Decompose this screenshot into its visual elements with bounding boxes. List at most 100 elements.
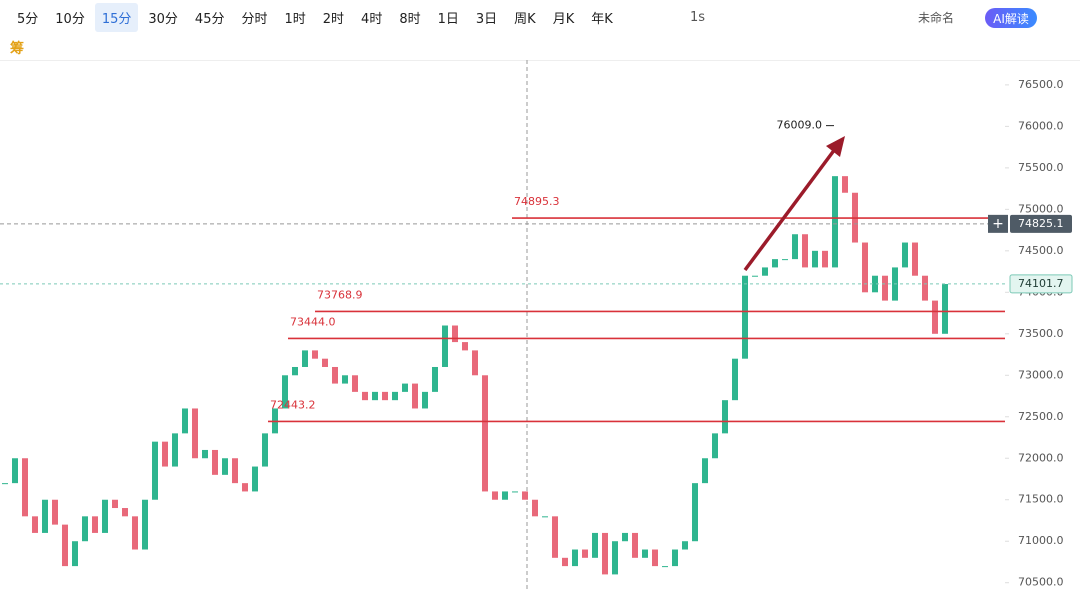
candle (352, 375, 358, 392)
candle (532, 499, 538, 517)
candle (172, 433, 178, 467)
candle (662, 566, 668, 568)
candle (472, 350, 478, 376)
candle (492, 491, 498, 500)
ai-button[interactable]: AI解读 (985, 8, 1037, 28)
interval-tab[interactable]: 45分 (194, 11, 225, 27)
plus-box (988, 214, 1008, 233)
candle (122, 508, 128, 517)
candle (572, 549, 578, 567)
interval-tab[interactable]: 30分 (148, 11, 178, 27)
y-tick-label: 72000.0 (1018, 451, 1064, 464)
interval-tab[interactable]: 4时 (361, 11, 383, 27)
candle (882, 275, 888, 301)
candle (642, 549, 648, 558)
candle (282, 375, 288, 409)
candle (602, 532, 608, 575)
candle (592, 532, 598, 558)
interval-tab[interactable]: 15分 (94, 2, 139, 32)
candle (842, 176, 848, 193)
chip-icon[interactable]: 筹 (10, 41, 24, 57)
interval-tab[interactable]: 5分 (17, 11, 39, 27)
candle (142, 499, 148, 550)
candle (692, 483, 698, 542)
candle (2, 483, 8, 485)
interval-tab[interactable]: 2时 (322, 11, 345, 27)
y-tick-label: 71500.0 (1018, 493, 1064, 506)
high-label: 76009.0 (777, 119, 823, 132)
interval-tab[interactable]: 月K (552, 11, 575, 27)
level-label: 73768.9 (317, 288, 363, 301)
interval-tab[interactable]: 1日 (437, 11, 459, 27)
candle (632, 532, 638, 558)
candle (442, 325, 448, 367)
candle (822, 250, 828, 268)
candle (792, 234, 798, 260)
level-label: 74895.3 (514, 195, 560, 208)
candle (222, 458, 228, 475)
candle (542, 516, 548, 518)
candle (382, 391, 388, 401)
interval-tab[interactable]: 分时 (241, 11, 268, 27)
candle (582, 549, 588, 558)
candle (202, 449, 208, 459)
candle (782, 259, 788, 261)
candle (62, 524, 68, 567)
candle (742, 275, 748, 359)
candle (802, 234, 808, 268)
arrow-head (826, 136, 845, 157)
y-tick-label: 74500.0 (1018, 244, 1064, 257)
y-tick-label: 73000.0 (1018, 368, 1064, 381)
candle (462, 342, 468, 351)
candle (872, 275, 878, 293)
interval-tab[interactable]: 10分 (55, 11, 85, 27)
y-tick-label: 75000.0 (1018, 202, 1064, 215)
candle (702, 458, 708, 484)
interval-tab[interactable]: 1时 (284, 11, 306, 27)
candle (332, 366, 338, 384)
candle (622, 532, 628, 542)
candle (302, 350, 308, 367)
candle (52, 499, 58, 525)
price-box (1010, 214, 1072, 233)
candle (922, 275, 928, 301)
interval-tab[interactable]: 8时 (399, 11, 421, 27)
candle (112, 499, 118, 509)
candle (212, 449, 218, 475)
candle (432, 366, 438, 392)
candle (512, 491, 518, 493)
candle (162, 441, 168, 467)
candle (362, 391, 368, 401)
last-price: 74101.7 (1018, 277, 1064, 290)
candle (392, 391, 398, 401)
candle (612, 541, 618, 575)
crosshair-price: 74825.1 (1018, 217, 1064, 230)
candle (562, 557, 568, 567)
candle (32, 516, 38, 533)
interval-tab[interactable]: 年K (591, 11, 613, 27)
candle (82, 516, 88, 542)
y-tick-label: 70500.0 (1018, 576, 1064, 589)
level-label: 73444.0 (290, 315, 336, 328)
interval-tab[interactable]: 周K (514, 11, 536, 27)
y-tick-label: 76500.0 (1018, 78, 1064, 91)
candle (422, 391, 428, 409)
interval-tab[interactable]: 3日 (475, 11, 498, 27)
candle (752, 275, 758, 277)
candle (102, 499, 108, 533)
candle (812, 250, 818, 268)
layout-name[interactable]: 未命名 (918, 10, 955, 25)
candle (732, 358, 738, 401)
candle (292, 366, 298, 376)
candle (902, 242, 908, 268)
candle (242, 483, 248, 492)
y-tick-label: 76000.0 (1018, 119, 1064, 132)
candle (412, 383, 418, 409)
speed[interactable]: 1s (690, 9, 706, 25)
candle (402, 383, 408, 392)
candle (132, 516, 138, 550)
interval-bar: 5分 10分 15分 30分 45分 分时 1时 2时 4时 8时 1日 3日 周K 月K 年K (0, 0, 1080, 34)
candle (712, 433, 718, 459)
candle (862, 242, 868, 293)
chart: 70500.0 71000.0 71500.0 72000.0 72500.0 73000… (0, 60, 1073, 591)
